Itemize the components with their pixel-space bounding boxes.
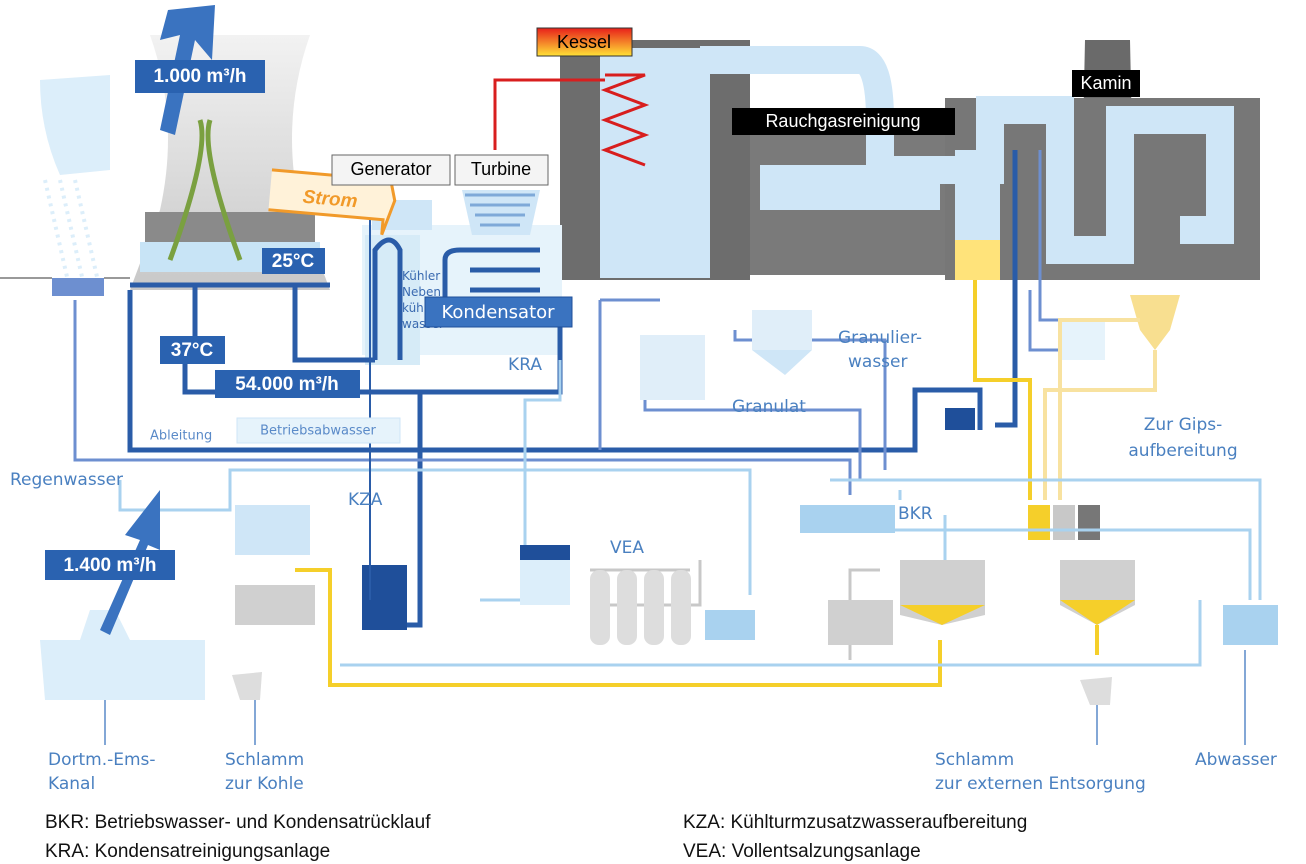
granulate: Granulat bbox=[732, 397, 806, 417]
legend-item: VEA: Vollentsalzungsanlage bbox=[683, 841, 921, 862]
plant-drawing bbox=[0, 5, 1278, 745]
chimney: Kamin bbox=[1080, 73, 1131, 93]
boiler: Kessel bbox=[557, 32, 611, 52]
text-line: Zur Gips- bbox=[1144, 415, 1223, 435]
label-box bbox=[160, 336, 225, 364]
text-line: Kanal bbox=[48, 774, 95, 794]
sludge-external: Schlamm zur externen Entsorgung bbox=[935, 750, 1146, 794]
generator: Generator bbox=[350, 159, 431, 179]
text-line: Granulier- bbox=[838, 328, 922, 348]
text-line: Kühler bbox=[402, 269, 440, 283]
text-line: Neben bbox=[402, 285, 441, 299]
discharge: Ableitung bbox=[150, 429, 212, 444]
text-line: zur externen Entsorgung bbox=[935, 774, 1146, 794]
text-line: wasser bbox=[848, 352, 907, 372]
text-line: Schlamm bbox=[935, 750, 1014, 770]
text-line: zur Kohle bbox=[225, 774, 304, 794]
label-box bbox=[135, 60, 265, 93]
process-waste-water: Betriebsabwasser bbox=[260, 424, 376, 439]
rain-water: Regenwasser bbox=[10, 470, 123, 490]
label-box bbox=[45, 550, 175, 580]
legend-item: KRA: Kondensatreinigungsanlage bbox=[45, 841, 330, 862]
label-box bbox=[262, 248, 325, 274]
vea: VEA bbox=[610, 538, 644, 558]
granulation-water: Granulier-wasser bbox=[838, 328, 922, 372]
text-line: Schlamm bbox=[225, 750, 304, 770]
label-box bbox=[215, 370, 360, 398]
label-box bbox=[424, 296, 573, 328]
label-box bbox=[1072, 70, 1140, 97]
flue-gas-cleaning: Rauchgasreinigung bbox=[765, 111, 920, 131]
temp-cold: 25°C bbox=[272, 251, 315, 272]
temp-warm: 37°C bbox=[171, 340, 214, 361]
gypsum: Zur Gips-aufbereitung bbox=[1128, 415, 1237, 461]
label-box bbox=[236, 417, 401, 444]
label-box bbox=[732, 108, 955, 135]
text-line: aufbereitung bbox=[1128, 441, 1237, 461]
text-line: kühl- bbox=[402, 301, 431, 315]
cooling-flow: 54.000 m³/h bbox=[235, 374, 339, 395]
turbine: Turbine bbox=[471, 159, 531, 179]
bkr: BKR bbox=[898, 504, 933, 524]
tower-flow: 1.000 m³/h bbox=[154, 66, 247, 87]
legend-item: BKR: Betriebswasser- und Kondensatrückla… bbox=[45, 812, 431, 833]
waste-water: Abwasser bbox=[1195, 750, 1277, 770]
label-box bbox=[536, 27, 633, 57]
condenser: Kondensator bbox=[441, 302, 555, 323]
kza: KZA bbox=[348, 490, 383, 510]
canal: Dortm.-Ems- Kanal bbox=[48, 750, 156, 794]
power: Strom bbox=[302, 187, 359, 213]
intake-flow: 1.400 m³/h bbox=[64, 555, 157, 576]
text-line: Dortm.-Ems- bbox=[48, 750, 156, 770]
legend-item: KZA: Kühlturmzusatzwasseraufbereitung bbox=[683, 812, 1027, 833]
label-box bbox=[454, 154, 549, 186]
sludge-coal: Schlamm zur Kohle bbox=[225, 750, 304, 794]
label-box bbox=[331, 154, 451, 186]
kra: KRA bbox=[508, 355, 542, 375]
